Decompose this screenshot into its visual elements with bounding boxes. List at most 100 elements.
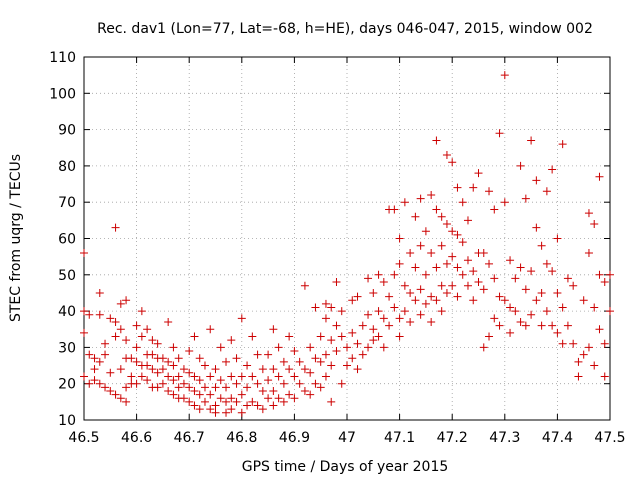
data-point: [337, 332, 346, 341]
data-point: [195, 405, 204, 414]
data-point: [227, 336, 236, 345]
data-point: [258, 365, 267, 374]
data-point: [500, 296, 509, 305]
data-point: [248, 397, 257, 406]
data-point: [458, 238, 467, 247]
data-point: [448, 252, 457, 261]
axis-ticks: 46.5 46.6 46.7 46.8 46.9 47 47.1 47.2 47.3 47.4 47…: [49, 50, 625, 446]
data-point: [85, 379, 94, 388]
data-point: [379, 314, 388, 323]
data-point: [427, 317, 436, 326]
data-point: [432, 136, 441, 145]
data-point: [437, 307, 446, 316]
data-point: [290, 372, 299, 381]
data-point: [269, 325, 278, 334]
data-point: [243, 383, 252, 392]
data-point: [232, 397, 241, 406]
data-point: [195, 390, 204, 399]
data-point: [590, 361, 599, 370]
data-point: [442, 259, 451, 268]
data-point: [295, 357, 304, 366]
grid: [84, 57, 610, 420]
data-point: [579, 296, 588, 305]
data-point: [553, 328, 562, 337]
data-point: [248, 332, 257, 341]
data-point: [400, 198, 409, 207]
data-point: [200, 383, 209, 392]
data-point: [574, 357, 583, 366]
y-tick-label: 10: [58, 413, 76, 429]
data-point: [190, 332, 199, 341]
data-point: [95, 379, 104, 388]
data-point: [500, 71, 509, 80]
data-point: [348, 354, 357, 363]
data-point: [406, 249, 415, 258]
data-point: [80, 307, 88, 316]
data-point: [222, 357, 231, 366]
data-point: [179, 365, 188, 374]
x-tick-label: 46.5: [68, 430, 99, 446]
data-point: [379, 278, 388, 287]
data-point: [269, 365, 278, 374]
data-point: [553, 288, 562, 297]
data-point: [185, 383, 194, 392]
data-point: [164, 372, 173, 381]
data-point: [490, 274, 499, 283]
data-point: [511, 274, 520, 283]
data-point: [521, 285, 530, 294]
data-point: [232, 354, 241, 363]
data-point: [416, 285, 425, 294]
data-point: [306, 368, 315, 377]
data-point: [258, 405, 267, 414]
data-point: [300, 386, 309, 395]
data-point: [206, 372, 215, 381]
data-point: [116, 299, 125, 308]
data-point: [137, 372, 146, 381]
data-point: [222, 383, 231, 392]
data-point: [437, 241, 446, 250]
data-point: [237, 372, 246, 381]
data-point: [132, 343, 141, 352]
data-point: [442, 219, 451, 228]
data-point: [490, 314, 499, 323]
data-point: [237, 314, 246, 323]
data-point: [285, 332, 294, 341]
data-point: [279, 397, 288, 406]
data-point: [606, 270, 614, 279]
data-point: [442, 151, 451, 160]
data-point: [595, 172, 604, 181]
data-point: [390, 270, 399, 279]
data-point: [385, 321, 394, 330]
data-point: [590, 303, 599, 312]
data-point: [95, 310, 104, 319]
data-point: [463, 281, 472, 290]
data-point: [206, 405, 215, 414]
data-point: [374, 307, 383, 316]
data-point: [190, 386, 199, 395]
data-point: [164, 386, 173, 395]
data-point: [590, 219, 599, 228]
data-point: [416, 310, 425, 319]
data-point: [243, 361, 252, 370]
data-point: [169, 390, 178, 399]
data-point: [106, 386, 115, 395]
data-point: [179, 379, 188, 388]
data-point: [495, 129, 504, 138]
data-point: [485, 187, 494, 196]
data-point: [127, 354, 136, 363]
data-point: [527, 136, 536, 145]
data-point: [190, 401, 199, 410]
data-point: [174, 383, 183, 392]
data-point: [232, 379, 241, 388]
data-point: [227, 405, 236, 414]
data-point: [448, 158, 457, 167]
data-point: [158, 379, 167, 388]
data-point: [153, 383, 162, 392]
data-point: [506, 256, 515, 265]
data-point: [395, 332, 404, 341]
x-tick-label: 46.7: [174, 430, 205, 446]
data-point: [479, 285, 488, 294]
data-point: [137, 307, 146, 316]
data-point: [80, 249, 88, 258]
data-point: [274, 394, 283, 403]
